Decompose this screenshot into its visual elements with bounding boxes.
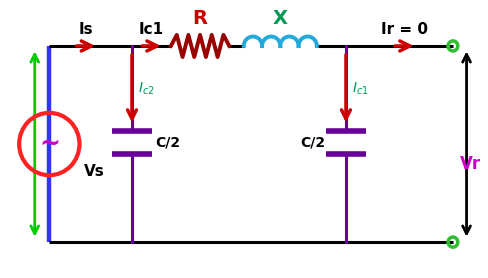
Text: $I_{c1}$: $I_{c1}$ (352, 81, 368, 97)
Text: ~: ~ (39, 132, 60, 156)
Text: Ic1: Ic1 (139, 22, 164, 37)
Text: C/2: C/2 (155, 136, 181, 150)
Text: Vr: Vr (460, 155, 481, 173)
Text: C/2: C/2 (300, 136, 325, 150)
Text: $I_{c2}$: $I_{c2}$ (138, 81, 155, 97)
Text: Vs: Vs (84, 164, 105, 179)
Text: Ir = 0: Ir = 0 (381, 22, 428, 37)
Text: X: X (273, 9, 288, 28)
Text: Is: Is (79, 22, 93, 37)
Text: R: R (193, 9, 207, 28)
